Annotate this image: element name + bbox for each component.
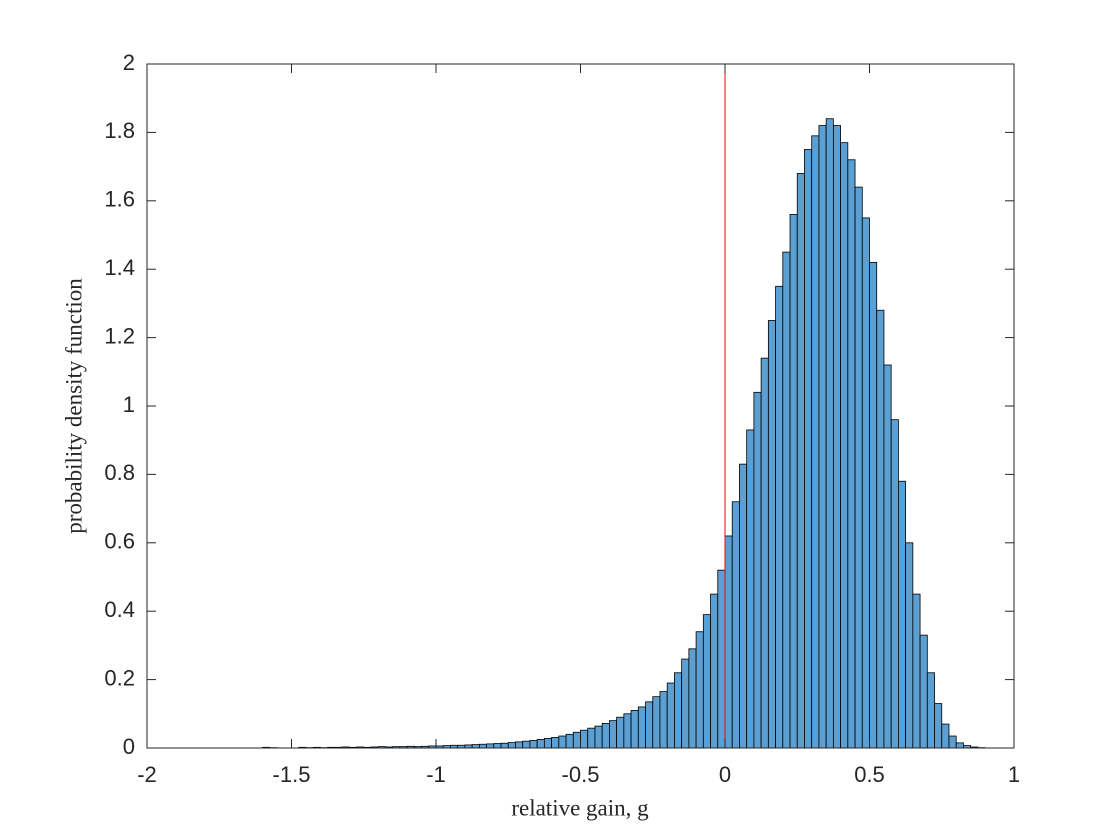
- bar: [926, 672, 935, 749]
- bar: [760, 357, 769, 749]
- bar: [515, 741, 524, 749]
- x-tick-label: 0.5: [854, 762, 885, 787]
- bar: [551, 736, 560, 749]
- bar: [782, 251, 791, 749]
- bar: [861, 217, 870, 749]
- bar: [739, 463, 748, 749]
- bar: [471, 744, 480, 749]
- bar: [753, 391, 762, 749]
- x-tick-label: 0: [719, 762, 731, 787]
- bar: [645, 701, 654, 749]
- bar: [883, 364, 892, 749]
- bar: [847, 159, 856, 749]
- x-tick-label: 1: [1008, 762, 1020, 787]
- y-tick-label: 0.2: [104, 665, 135, 690]
- bar: [500, 742, 509, 749]
- bar: [630, 709, 639, 749]
- bar: [543, 738, 552, 749]
- y-tick-label: 0.8: [104, 460, 135, 485]
- y-tick-label: 1.6: [104, 187, 135, 212]
- x-tick-label: -2: [137, 762, 157, 787]
- bar: [702, 614, 711, 749]
- y-tick-label: 0.6: [104, 529, 135, 554]
- bar: [869, 261, 878, 749]
- bar: [840, 142, 849, 749]
- y-axis-label: probability density function: [61, 278, 86, 534]
- y-tick-label: 1.4: [104, 255, 135, 280]
- bar: [934, 703, 943, 749]
- bar: [486, 743, 495, 749]
- bar: [478, 743, 487, 749]
- bar: [572, 731, 581, 749]
- bar: [529, 740, 538, 749]
- bar: [717, 569, 726, 749]
- bar: [609, 720, 618, 749]
- bar: [688, 648, 697, 749]
- bar: [746, 429, 755, 749]
- bar: [767, 320, 776, 749]
- bar: [493, 743, 502, 749]
- y-tick-label: 1.2: [104, 323, 135, 348]
- x-axis-label: relative gain, g: [511, 795, 649, 820]
- y-tick-label: 0.4: [104, 597, 135, 622]
- bar: [710, 593, 719, 749]
- bar: [898, 480, 907, 749]
- bar: [955, 742, 964, 749]
- bar: [623, 713, 632, 749]
- y-tick-label: 1: [123, 392, 135, 417]
- bar: [652, 696, 661, 749]
- bar: [565, 733, 574, 749]
- bar: [659, 691, 668, 749]
- bar: [558, 735, 567, 749]
- bar: [890, 419, 899, 749]
- bar: [616, 716, 625, 749]
- bar: [522, 740, 531, 749]
- bar: [724, 535, 733, 749]
- bar: [948, 735, 957, 749]
- bar: [601, 722, 610, 749]
- x-tick-label: -1.5: [273, 762, 311, 787]
- bar: [580, 729, 589, 749]
- x-tick-label: -1: [426, 762, 446, 787]
- bar: [674, 672, 683, 749]
- bar: [731, 501, 740, 749]
- bar: [666, 682, 675, 749]
- bar: [796, 173, 805, 749]
- y-tick-label: 1.8: [104, 118, 135, 143]
- bar: [832, 125, 841, 749]
- y-tick-label: 2: [123, 50, 135, 75]
- x-tick-label: -0.5: [562, 762, 600, 787]
- bar: [912, 593, 921, 749]
- bar: [587, 727, 596, 749]
- bar: [637, 706, 646, 749]
- bar: [818, 125, 827, 749]
- bar: [941, 723, 950, 749]
- bar: [594, 725, 603, 749]
- bar: [876, 309, 885, 749]
- bar: [789, 214, 798, 749]
- bar: [775, 285, 784, 749]
- bar: [507, 742, 516, 749]
- bar: [825, 118, 834, 749]
- bar: [695, 631, 704, 749]
- bar: [536, 739, 545, 749]
- bar: [905, 542, 914, 749]
- bar: [919, 634, 928, 749]
- bar: [681, 658, 690, 749]
- bar: [811, 135, 820, 749]
- y-tick-label: 0: [123, 734, 135, 759]
- bar: [804, 149, 813, 749]
- bar: [854, 186, 863, 749]
